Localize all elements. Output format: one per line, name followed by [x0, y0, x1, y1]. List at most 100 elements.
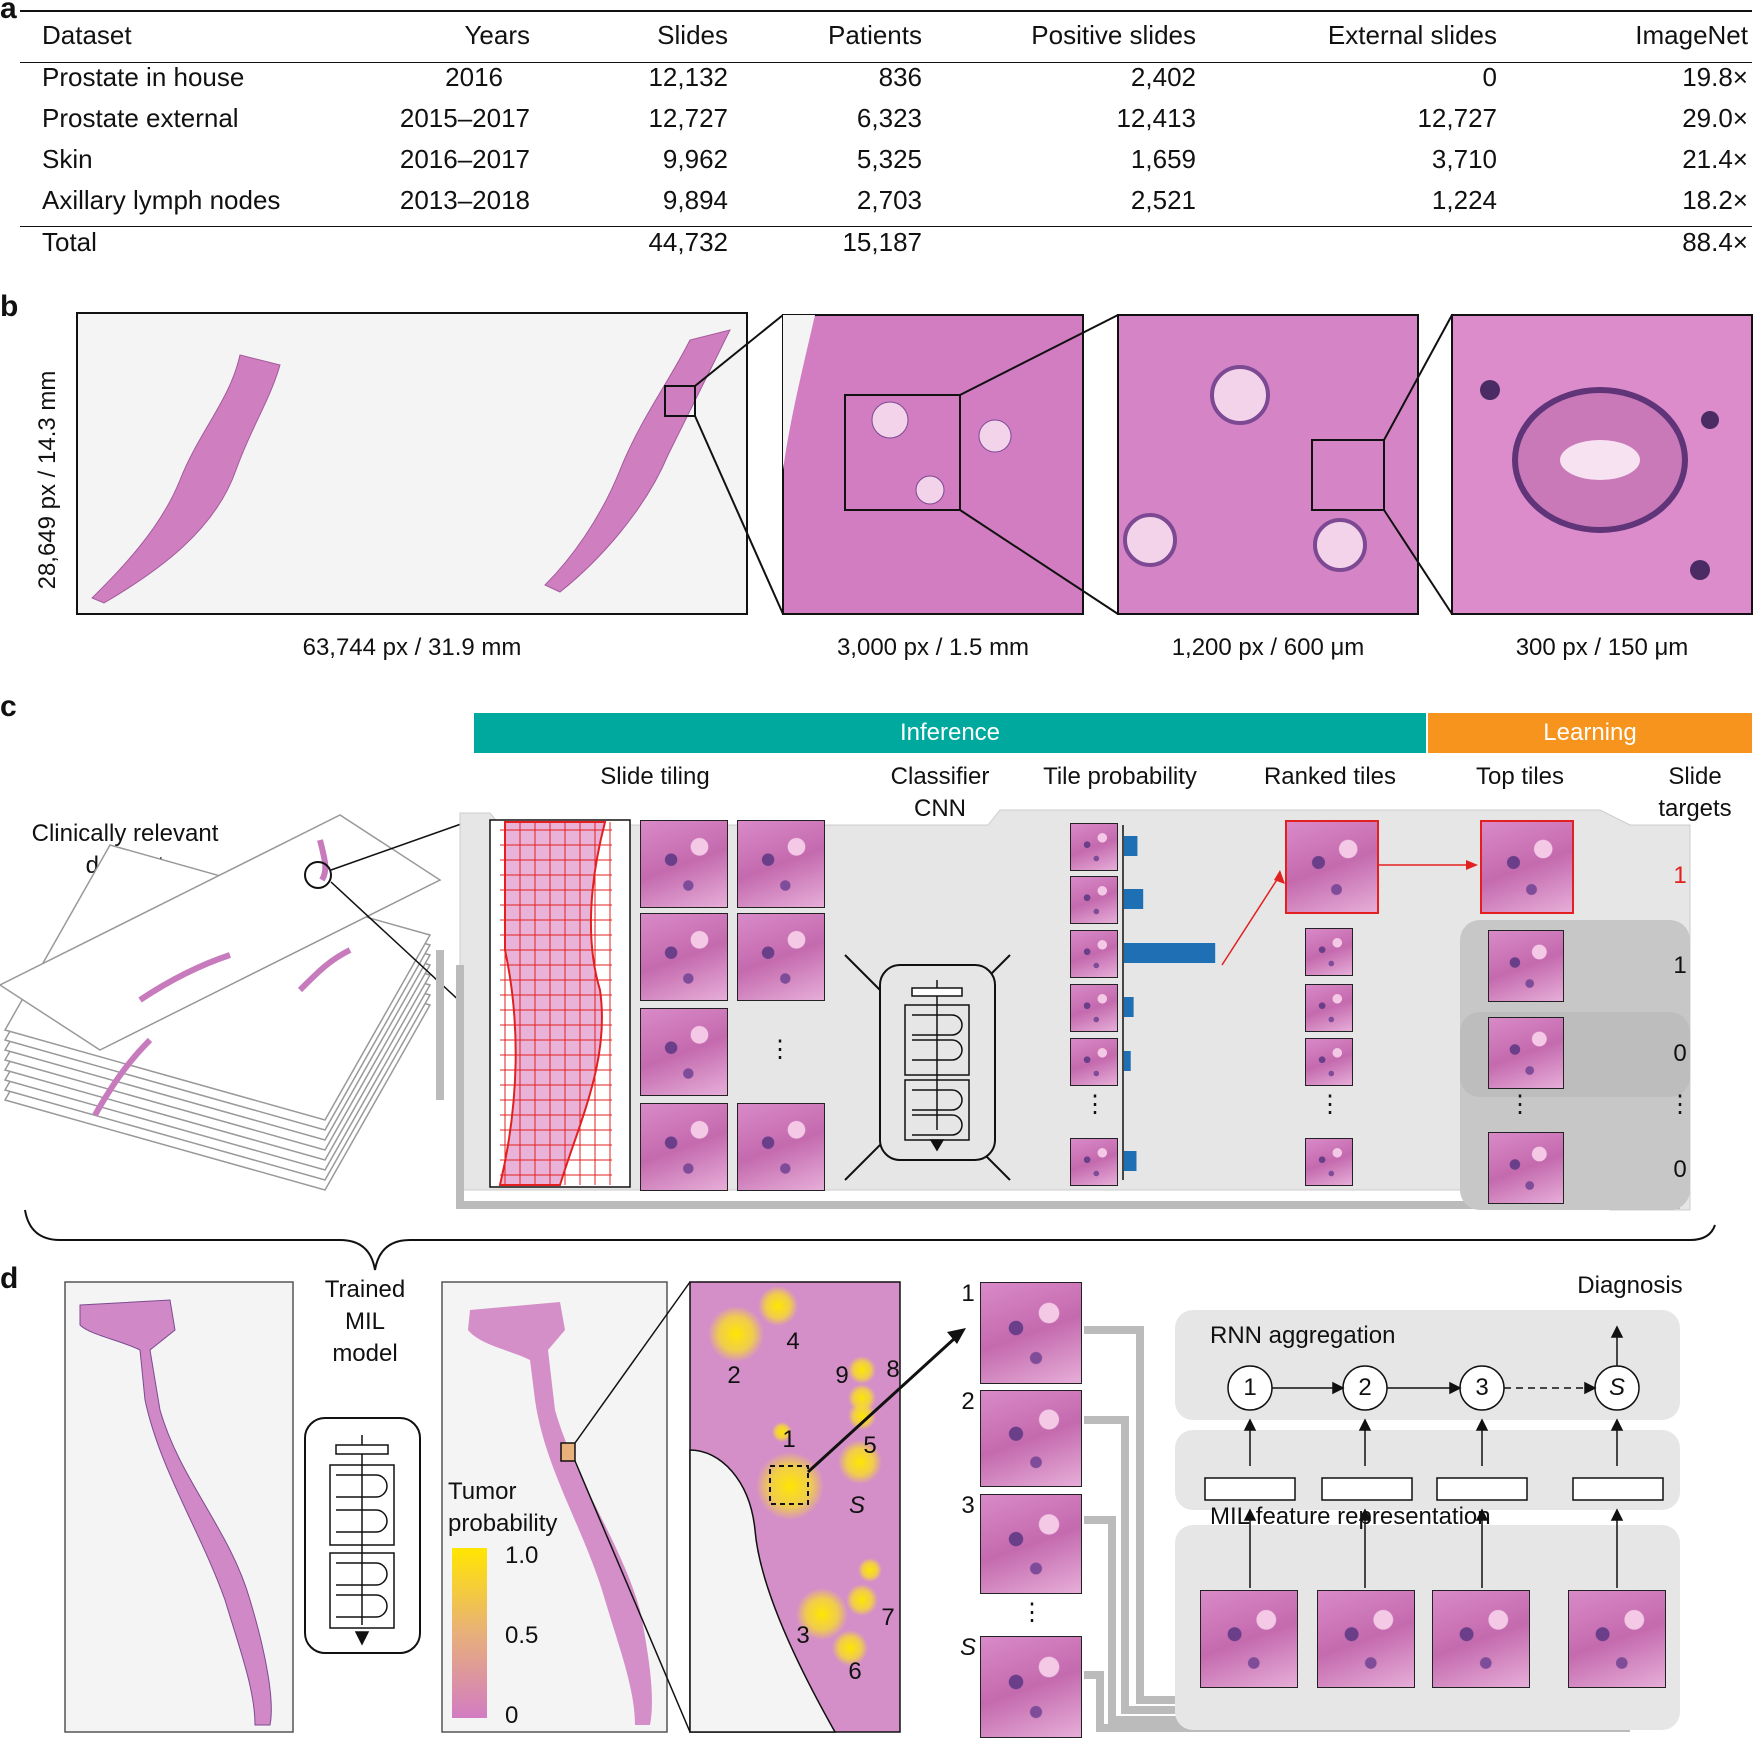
cell: Axillary lymph nodes — [42, 185, 281, 215]
sequence-tile — [1200, 1590, 1298, 1688]
cell: 836 — [878, 62, 922, 92]
probability-bar — [1124, 836, 1138, 856]
tiles-box — [1175, 1525, 1680, 1730]
cell: 19.8× — [1682, 62, 1748, 92]
tile-label: 1 — [961, 1280, 975, 1307]
panel-letter-b: b — [0, 290, 19, 323]
cell: 12,727 — [1417, 103, 1497, 133]
cell: 44,732 — [648, 227, 728, 257]
ellipsis: ⋮ — [1083, 1091, 1107, 1118]
zoom-box-2 — [844, 394, 961, 511]
probability-bar — [1124, 889, 1144, 909]
table-total-row: Total 44,732 15,187 88.4× — [20, 227, 1752, 267]
col-slide-targets-1: Slide — [1668, 763, 1722, 790]
cell: 29.0× — [1682, 103, 1748, 133]
cell: 18.2× — [1682, 185, 1748, 215]
col-classifier-1: Classifier — [890, 763, 990, 790]
cell: 9,962 — [662, 144, 728, 174]
ellipsis: ⋮ — [1508, 1091, 1532, 1118]
scale-label-1: 63,744 px / 31.9 mm — [302, 634, 522, 661]
selected-region — [769, 1465, 809, 1505]
cell: Prostate external — [42, 103, 239, 133]
cell: 2016 — [445, 62, 503, 92]
zoom-image-1 — [782, 314, 1084, 615]
cell: 1,224 — [1431, 185, 1497, 215]
tile — [737, 1103, 825, 1191]
selected-tile — [980, 1636, 1082, 1738]
slide-target: 1 — [1673, 862, 1687, 889]
dataset-label-1: Clinically relevant — [31, 820, 219, 847]
cell: 12,413 — [1116, 103, 1196, 133]
tile-label: 3 — [961, 1492, 975, 1519]
panel-letter-c: c — [0, 690, 17, 723]
cell: 3,710 — [1431, 144, 1497, 174]
tumor-label-2: probability — [448, 1510, 558, 1537]
cell: 88.4× — [1682, 227, 1748, 257]
zoom-sequence — [76, 312, 1753, 615]
tile — [737, 913, 825, 1001]
spot-label: 7 — [881, 1604, 895, 1631]
inference-banner: Inference — [474, 713, 1426, 753]
tile-probability-bars — [1124, 836, 1216, 1171]
cell: 0 — [1482, 62, 1497, 92]
trained-label-3: model — [332, 1340, 398, 1367]
col-slide-targets-2: targets — [1658, 795, 1732, 822]
rnn-aggregation-label: RNN aggregation — [1210, 1322, 1396, 1349]
rnn-node-label: 3 — [1475, 1374, 1489, 1401]
cell: 21.4× — [1682, 144, 1748, 174]
selected-tile — [980, 1282, 1082, 1384]
ranked-tile — [1305, 984, 1353, 1032]
rnn-node-label: S — [1608, 1374, 1625, 1401]
col-header: Slides — [657, 20, 728, 50]
selected-tile — [980, 1390, 1082, 1487]
probability-scale — [452, 1548, 487, 1718]
table-row: Prostate external 2015–2017 12,727 6,323… — [20, 103, 1752, 143]
sequence-tile — [1432, 1590, 1530, 1688]
top-tile — [1488, 1017, 1564, 1089]
slide-target: 0 — [1673, 1156, 1687, 1183]
spot-label: 9 — [835, 1362, 849, 1389]
col-ranked-tiles: Ranked tiles — [1263, 763, 1397, 790]
spot-label: 6 — [848, 1658, 862, 1685]
col-tile-probability: Tile probability — [1043, 763, 1197, 790]
scale-label-2: 3,000 px / 1.5 mm — [836, 634, 1030, 661]
cell: 2013–2018 — [399, 185, 530, 215]
cell: Prostate in house — [42, 62, 245, 92]
cell: 12,132 — [648, 62, 728, 92]
tile-label: S — [959, 1634, 976, 1661]
col-header: Dataset — [42, 20, 132, 50]
col-slide-tiling: Slide tiling — [600, 763, 710, 790]
table-row: Axillary lymph nodes 2013–2018 9,894 2,7… — [20, 185, 1752, 225]
trained-label-2: MIL — [344, 1308, 385, 1335]
feature-arrows — [1243, 1418, 1624, 1588]
spot-label: 4 — [786, 1328, 800, 1355]
rnn-node-label: 2 — [1358, 1374, 1372, 1401]
table-header-row: Dataset Years Slides Patients Positive s… — [20, 20, 1752, 60]
scale-tick: 0 — [505, 1702, 519, 1729]
table-header-rule — [20, 62, 1752, 63]
sequence-tile — [1568, 1590, 1666, 1688]
sequence-tile — [1317, 1590, 1415, 1688]
zoom-box-1 — [664, 385, 696, 417]
rnn-aggregation-box — [1175, 1310, 1680, 1420]
cell: 1,659 — [1130, 144, 1196, 174]
table-row: Skin 2016–2017 9,962 5,325 1,659 3,710 2… — [20, 144, 1752, 184]
tissue-core-left — [91, 354, 281, 604]
tile-label: 2 — [961, 1388, 975, 1415]
ranked-top-tile — [1285, 820, 1379, 914]
zoom-box-3 — [1311, 439, 1385, 511]
tile — [640, 820, 728, 908]
tumor-label-1: Tumor — [448, 1478, 517, 1505]
cnn-glyph — [904, 980, 970, 1152]
trained-label-1: Trained — [324, 1276, 406, 1303]
scale-tick: 1.0 — [505, 1542, 539, 1569]
slide-target: 0 — [1673, 1040, 1687, 1067]
ranked-tile — [1305, 1138, 1353, 1186]
col-header: ImageNet — [1635, 20, 1748, 50]
heatmap-tissue — [468, 1302, 652, 1725]
mil-feature-label: MIL feature representation — [1210, 1503, 1491, 1530]
ellipsis: ⋮ — [1668, 1091, 1692, 1118]
brace — [24, 1209, 1716, 1271]
ellipsis: ⋮ — [768, 1036, 792, 1063]
tile — [640, 1008, 728, 1096]
